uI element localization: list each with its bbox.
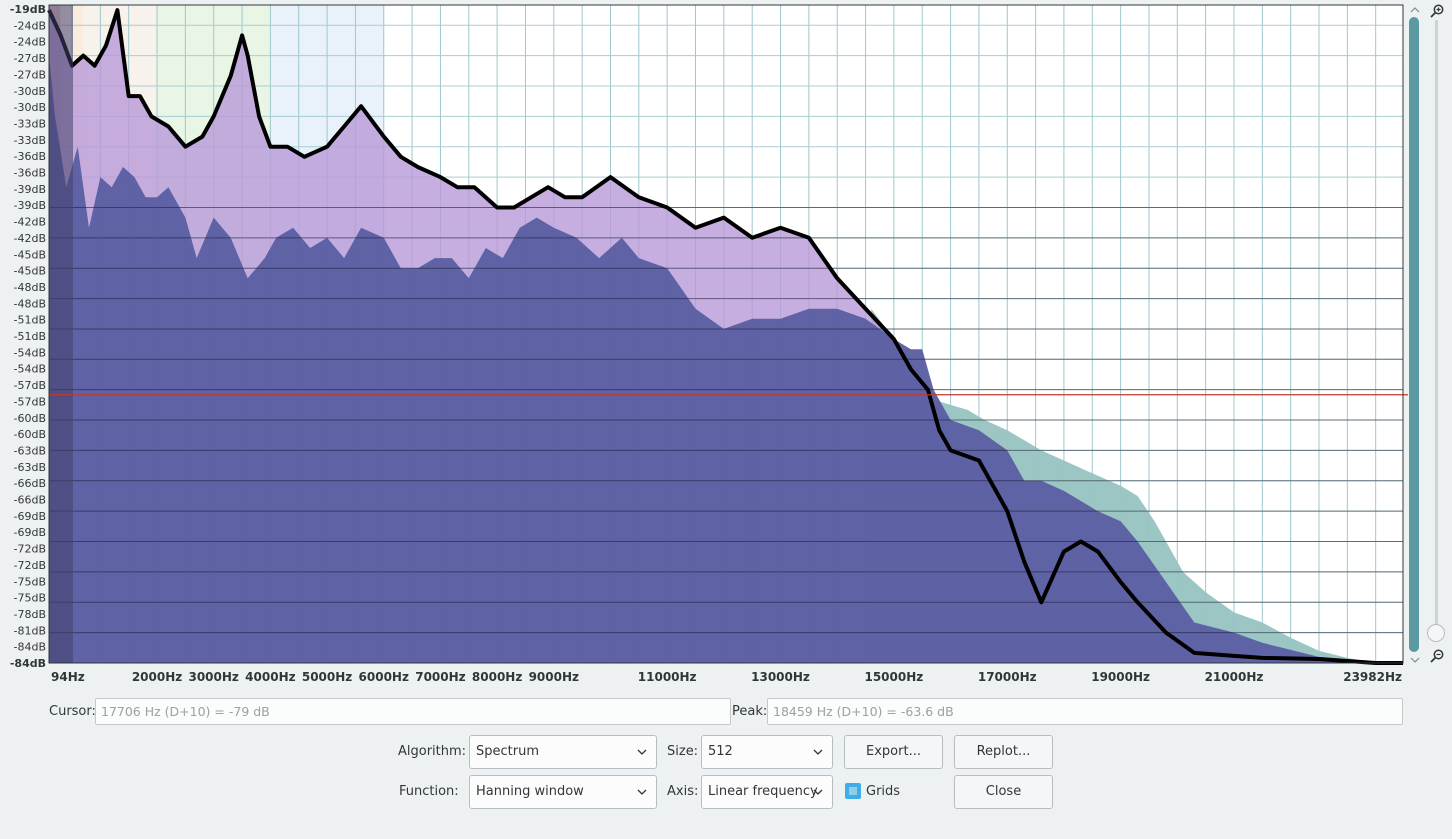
chevron-down-icon	[813, 789, 823, 795]
y-tick-label: -30dB	[14, 101, 47, 114]
function-select[interactable]: Hanning window	[469, 775, 657, 809]
y-tick-label: -30dB	[14, 85, 47, 98]
chevron-down-icon	[813, 749, 823, 755]
y-tick-label: -24dB	[14, 19, 47, 32]
y-tick-label: -60dB	[14, 428, 47, 441]
y-tick-label: -51dB	[14, 314, 47, 327]
y-tick-label: -51dB	[14, 330, 47, 343]
algorithm-label: Algorithm:	[398, 744, 467, 759]
y-tick-label: -42dB	[14, 232, 47, 245]
function-value: Hanning window	[476, 784, 584, 799]
y-tick-label: -84dB	[14, 641, 47, 654]
spectrum-plot[interactable]: -19dB -24dB -24dB -27dB -27dB -30dB -30dB -33dB…	[0, 0, 1452, 690]
y-tick-label: -48dB	[14, 281, 47, 294]
x-tick-label: 2000Hz	[132, 670, 182, 684]
scroll-up-icon[interactable]	[1410, 6, 1420, 14]
y-tick-label: -27dB	[14, 52, 47, 65]
y-tick-label: -45dB	[14, 265, 47, 278]
x-tick-label: 13000Hz	[751, 670, 810, 684]
y-tick-label: -72dB	[14, 543, 47, 556]
y-tick-label: -42dB	[14, 216, 47, 229]
x-tick-label: 17000Hz	[978, 670, 1037, 684]
y-tick-label: -48dB	[14, 297, 47, 310]
scroll-down-icon[interactable]	[1410, 656, 1420, 664]
chevron-down-icon	[637, 749, 647, 755]
axis-label: Axis:	[667, 784, 699, 799]
x-tick-label: 7000Hz	[415, 670, 465, 684]
size-select[interactable]: 512	[701, 735, 833, 769]
y-tick-label: -57dB	[14, 395, 47, 408]
x-tick-label: 11000Hz	[638, 670, 697, 684]
size-label: Size:	[667, 744, 699, 759]
x-tick-label: 9000Hz	[529, 670, 579, 684]
vertical-zoom-track[interactable]	[1435, 20, 1438, 625]
y-tick-label: -75dB	[14, 592, 47, 605]
y-tick-label: -84dB	[10, 657, 46, 670]
plot-frame	[48, 4, 1404, 664]
y-tick-label: -72dB	[14, 559, 47, 572]
x-tick-label: 4000Hz	[245, 670, 295, 684]
axis-select[interactable]: Linear frequency	[701, 775, 833, 809]
x-tick-label: 3000Hz	[188, 670, 238, 684]
x-tick-label: 19000Hz	[1091, 670, 1150, 684]
vertical-zoom-handle[interactable]	[1427, 624, 1445, 642]
grids-label[interactable]: Grids	[866, 784, 901, 799]
dc-band	[49, 5, 73, 663]
y-tick-label: -78dB	[14, 608, 47, 621]
function-label: Function:	[399, 784, 459, 799]
y-tick-label: -54dB	[14, 363, 47, 376]
x-tick-label: 6000Hz	[359, 670, 409, 684]
x-tick-label: 21000Hz	[1205, 670, 1264, 684]
x-tick-label: 8000Hz	[472, 670, 522, 684]
axis-value: Linear frequency	[708, 784, 818, 799]
x-tick-label: 94Hz	[51, 670, 85, 684]
close-button[interactable]: Close	[954, 775, 1053, 809]
y-tick-label: -39dB	[14, 199, 47, 212]
chevron-down-icon	[637, 789, 647, 795]
zoom-in-icon[interactable]	[1430, 4, 1444, 18]
y-tick-label: -63dB	[14, 444, 47, 457]
peak-readout: 18459 Hz (D+10) = -63.6 dB	[767, 698, 1403, 725]
y-tick-label: -66dB	[14, 477, 47, 490]
algorithm-value: Spectrum	[476, 744, 539, 759]
y-tick-label: -54dB	[14, 346, 47, 359]
y-tick-label: -66dB	[14, 494, 47, 507]
cursor-readout: 17706 Hz (D+10) = -79 dB	[95, 698, 731, 725]
x-tick-label: 23982Hz	[1343, 670, 1402, 684]
cursor-label: Cursor:	[49, 704, 96, 719]
peak-label: Peak:	[732, 704, 768, 719]
x-tick-label: 15000Hz	[864, 670, 923, 684]
x-tick-label: 5000Hz	[302, 670, 352, 684]
export-button[interactable]: Export...	[844, 735, 943, 769]
y-tick-label: -39dB	[14, 183, 47, 196]
algorithm-select[interactable]: Spectrum	[469, 735, 657, 769]
y-tick-label: -69dB	[14, 526, 47, 539]
y-tick-label: -33dB	[14, 117, 47, 130]
vertical-scrollbar[interactable]	[1409, 17, 1419, 652]
y-tick-label: -24dB	[14, 36, 47, 49]
y-tick-label: -36dB	[14, 167, 47, 180]
zoom-out-icon[interactable]	[1430, 649, 1444, 663]
size-value: 512	[708, 744, 733, 759]
replot-button[interactable]: Replot...	[954, 735, 1053, 769]
y-tick-label: -57dB	[14, 379, 47, 392]
y-tick-label: -60dB	[14, 412, 47, 425]
spectrum-line	[47, 8, 1403, 665]
grids-checkbox[interactable]	[845, 783, 861, 799]
y-tick-label: -45dB	[14, 248, 47, 261]
y-tick-label: -81dB	[14, 624, 47, 637]
y-tick-label: -63dB	[14, 461, 47, 474]
y-tick-label: -36dB	[14, 150, 47, 163]
y-tick-label: -69dB	[14, 510, 47, 523]
y-tick-label: -75dB	[14, 575, 47, 588]
y-tick-label: -33dB	[14, 134, 47, 147]
y-tick-label: -27dB	[14, 68, 47, 81]
y-tick-label: -19dB	[10, 3, 46, 16]
